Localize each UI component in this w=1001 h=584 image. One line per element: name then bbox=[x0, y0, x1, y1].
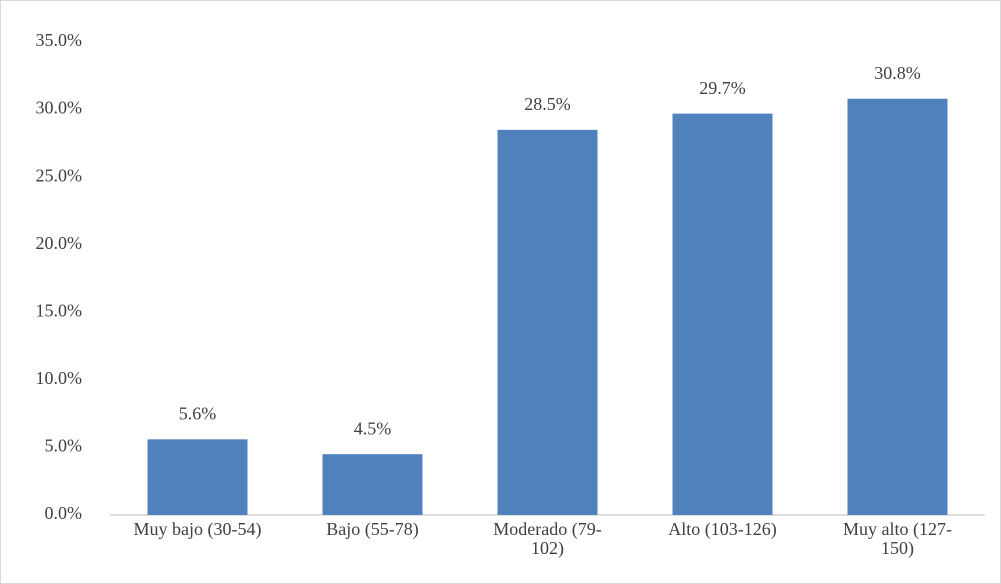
data-label: 4.5% bbox=[354, 418, 392, 438]
x-tick-label-box: Moderado (79-102) bbox=[493, 520, 602, 558]
x-tick-label-box: Alto (103-126) bbox=[668, 520, 777, 539]
bar bbox=[147, 439, 248, 515]
y-tick-label: 20.0% bbox=[36, 233, 83, 253]
y-tick-label: 0.0% bbox=[45, 503, 83, 523]
x-tick-label: Moderado (79-102) bbox=[493, 520, 602, 558]
data-label: 29.7% bbox=[699, 78, 746, 98]
x-tick-label: Muy alto (127-150) bbox=[843, 520, 952, 558]
y-tick-label: 5.0% bbox=[45, 436, 83, 456]
x-tick-label-box: Muy bajo (30-54) bbox=[133, 520, 262, 539]
y-tick-label: 25.0% bbox=[36, 165, 83, 185]
y-tick-label: 10.0% bbox=[36, 368, 83, 388]
x-tick-label-box: Bajo (55-78) bbox=[326, 520, 419, 539]
data-label: 5.6% bbox=[179, 403, 217, 423]
bar bbox=[672, 113, 773, 515]
y-tick-label: 15.0% bbox=[36, 300, 83, 320]
data-label: 30.8% bbox=[874, 63, 921, 83]
y-tick-label: 35.0% bbox=[36, 30, 83, 50]
bar bbox=[322, 454, 423, 515]
x-tick-label-box: Muy alto (127-150) bbox=[843, 520, 952, 558]
x-tick-label: Muy bajo (30-54) bbox=[133, 520, 262, 539]
data-label: 28.5% bbox=[524, 94, 571, 114]
bar bbox=[497, 129, 598, 516]
y-tick-label: 30.0% bbox=[36, 98, 83, 118]
bar bbox=[847, 98, 948, 515]
x-tick-label: Alto (103-126) bbox=[668, 520, 777, 539]
x-tick-label: Bajo (55-78) bbox=[326, 520, 419, 539]
